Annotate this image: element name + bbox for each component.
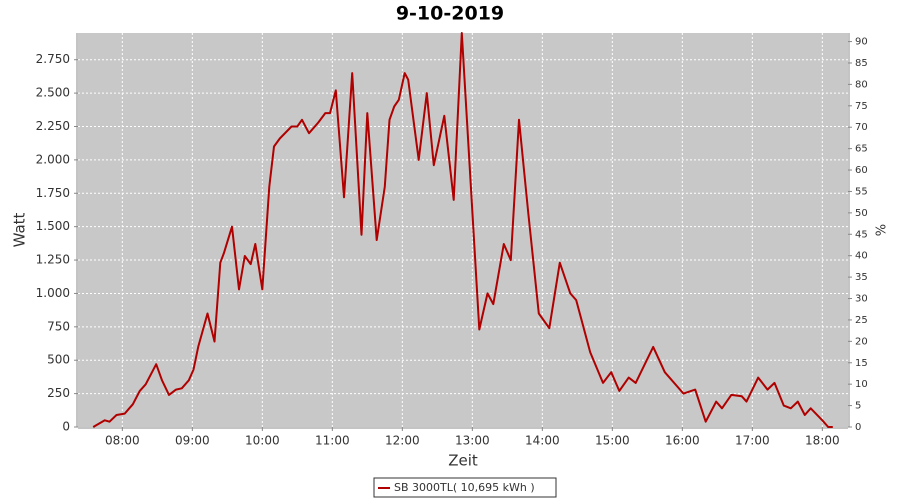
y2-tick-label: 85 [855,58,868,69]
x-tick-label: 12:00 [385,434,420,448]
x-tick-label: 13:00 [455,434,490,448]
y2-tick-label: 0 [855,422,861,433]
y-tick-label: 1.000 [36,286,70,300]
x-tick-label: 17:00 [735,434,770,448]
y2-tick-label: 65 [855,144,868,155]
x-tick-label: 14:00 [525,434,560,448]
y-tick-label: 2.250 [36,119,70,133]
x-tick-label: 10:00 [245,434,280,448]
y2-tick-label: 10 [855,379,868,390]
y2-tick-label: 90 [855,37,868,48]
y-tick-label: 1.250 [36,253,70,267]
x-tick-label: 15:00 [595,434,630,448]
x-tick-label: 18:00 [805,434,840,448]
y-axis-label: Watt [11,212,29,247]
y-tick-label: 2.750 [36,52,70,66]
plot-area [78,33,848,427]
y-tick-label: 250 [47,386,70,400]
y2-tick-label: 25 [855,315,868,326]
x-tick-label: 11:00 [315,434,350,448]
y2-tick-label: 45 [855,229,868,240]
y-tick-label: 1.500 [36,219,70,233]
x-tick-label: 16:00 [665,434,700,448]
y-tick-label: 2.000 [36,152,70,166]
x-tick-label: 08:00 [105,434,140,448]
y2-tick-label: 20 [855,336,868,347]
y2-axis-label: % [875,224,890,236]
x-axis-label: Zeit [448,452,478,470]
data-line [92,32,833,428]
y-tick-label: 0 [62,420,70,434]
y2-tick-label: 35 [855,272,868,283]
y-tick-label: 2.500 [36,86,70,100]
y2-tick-label: 50 [855,208,868,219]
y2-tick-label: 5 [855,401,861,412]
legend-box [373,477,557,498]
y2-tick-label: 60 [855,165,868,176]
y2-tick-label: 30 [855,294,868,305]
x-tick-label: 09:00 [175,434,210,448]
y2-tick-label: 70 [855,122,868,133]
y-tick-label: 500 [47,353,70,367]
y-tick-label: 1.750 [36,186,70,200]
y2-tick-label: 80 [855,79,868,90]
y2-tick-label: 75 [855,101,868,112]
y2-tick-label: 55 [855,186,868,197]
y2-tick-label: 15 [855,358,868,369]
chart-title: 9-10-2019 [396,3,504,25]
y2-tick-label: 40 [855,251,868,262]
y-tick-label: 750 [47,319,70,333]
legend-label: SB 3000TL( 10,695 kWh ) [394,481,535,494]
